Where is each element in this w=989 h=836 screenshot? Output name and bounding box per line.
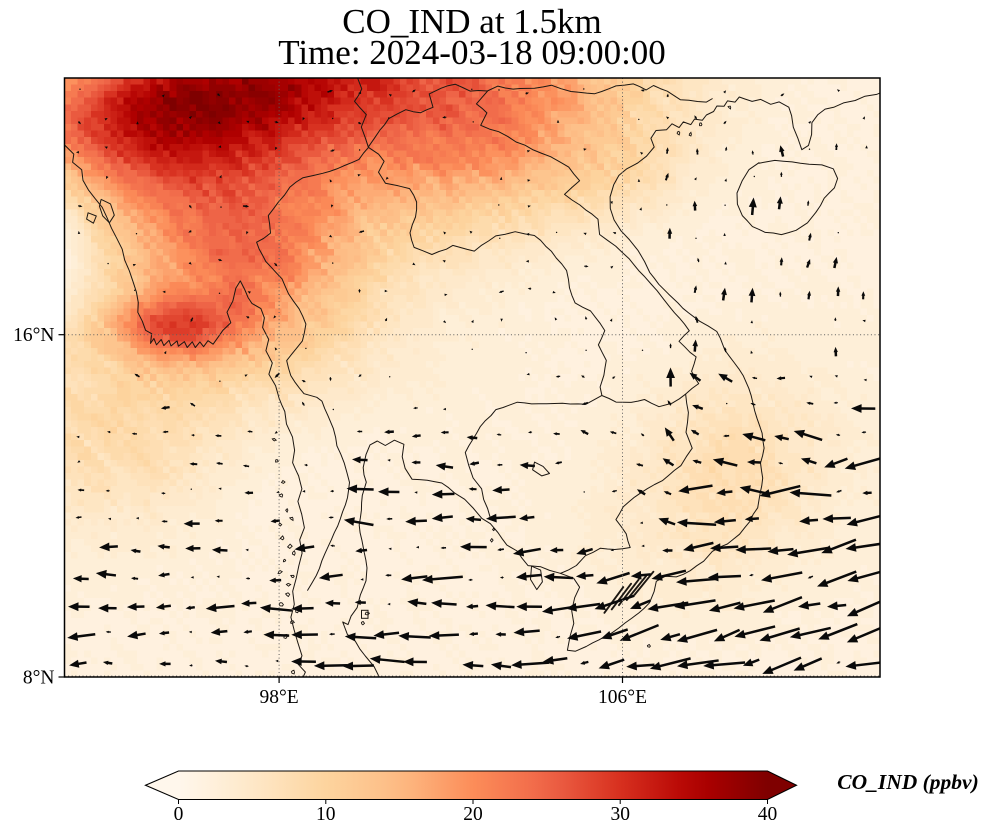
svg-text:106°E: 106°E: [598, 687, 647, 708]
svg-text:10: 10: [316, 804, 336, 825]
svg-text:CO_IND at 1.5km: CO_IND at 1.5km: [342, 2, 602, 41]
svg-text:40: 40: [758, 804, 778, 825]
svg-text:0: 0: [174, 804, 184, 825]
svg-text:20: 20: [463, 804, 483, 825]
svg-text:Time: 2024-03-18 09:00:00: Time: 2024-03-18 09:00:00: [278, 33, 666, 72]
svg-text:98°E: 98°E: [259, 687, 298, 708]
svg-text:16°N: 16°N: [13, 325, 54, 346]
svg-text:CO_IND (ppbv): CO_IND (ppbv): [837, 770, 979, 794]
svg-text:30: 30: [610, 804, 630, 825]
svg-text:8°N: 8°N: [23, 668, 55, 689]
